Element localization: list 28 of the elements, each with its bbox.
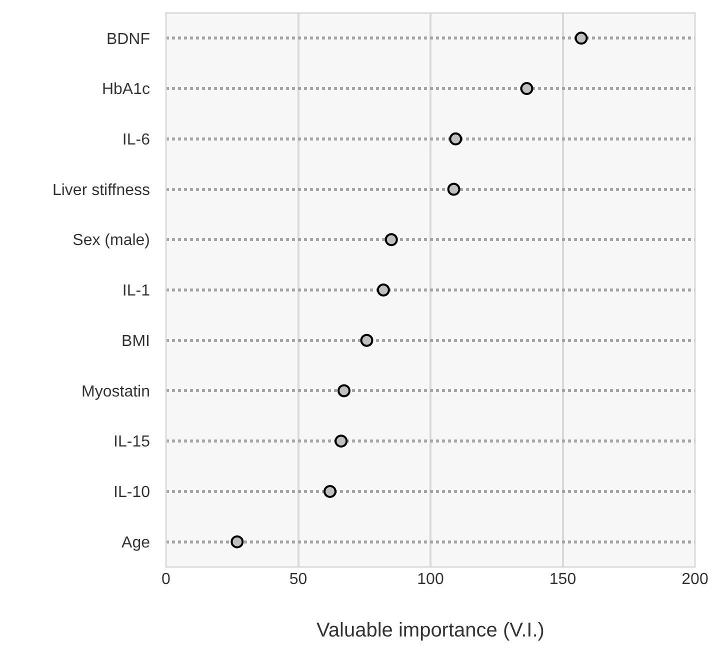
x-tick-label: 0 xyxy=(162,571,171,588)
x-tick-label: 200 xyxy=(682,571,708,588)
point xyxy=(230,535,244,548)
y-tick-label: BDNF xyxy=(106,30,150,48)
y-tick-label: Age xyxy=(122,534,150,552)
point xyxy=(449,132,462,146)
point xyxy=(334,434,348,448)
y-tick-label: Liver stiffness xyxy=(52,182,150,199)
point xyxy=(384,233,398,246)
y-tick-label: IL-1 xyxy=(122,282,150,300)
point xyxy=(447,182,460,196)
x-tick-label: 150 xyxy=(549,571,576,588)
point xyxy=(338,384,351,398)
x-tick-label: 50 xyxy=(289,571,308,588)
point xyxy=(376,284,390,296)
y-tick-label: HbA1c xyxy=(102,81,150,98)
y-tick-label: BMI xyxy=(122,332,150,350)
x-tick-label: 100 xyxy=(417,571,444,588)
y-tick-label: Sex (male) xyxy=(72,232,150,250)
point xyxy=(360,334,374,347)
y-tick-label: Myostatin xyxy=(82,383,150,400)
point xyxy=(520,82,534,96)
x-axis-title: Valuable importance (V.I.) xyxy=(316,620,544,642)
point xyxy=(323,484,336,498)
y-tick-label: IL-10 xyxy=(114,484,150,502)
y-tick-label: IL-15 xyxy=(114,434,150,451)
point xyxy=(574,32,588,45)
y-tick-label: IL-6 xyxy=(122,132,150,149)
